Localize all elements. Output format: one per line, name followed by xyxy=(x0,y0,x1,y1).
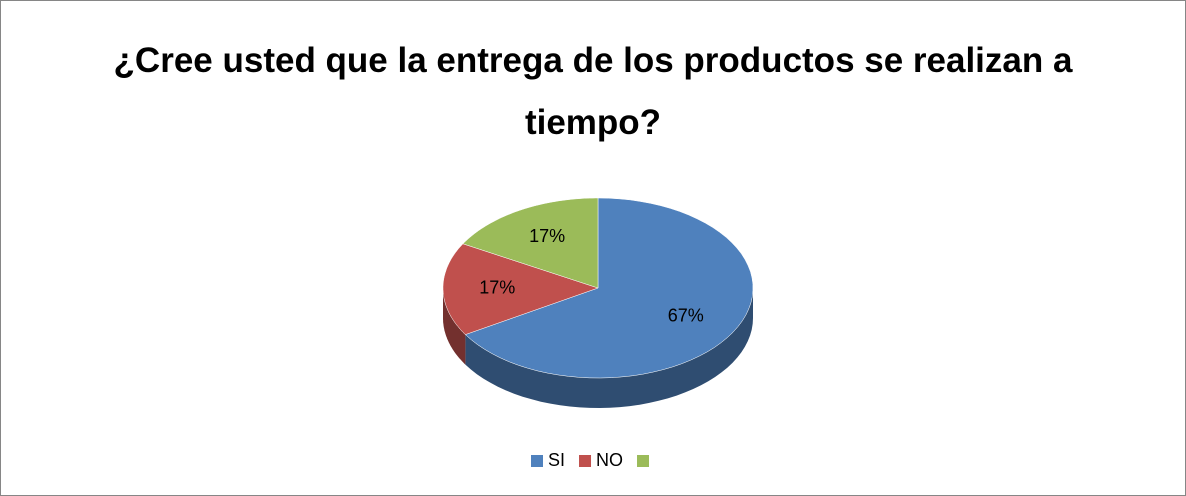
legend-swatch xyxy=(531,455,543,467)
legend-swatch xyxy=(579,455,592,467)
slice-side xyxy=(465,288,753,408)
data-label: 17% xyxy=(479,278,515,298)
data-label: 67% xyxy=(668,305,704,325)
legend-label: NO xyxy=(596,450,623,470)
legend-label: SI xyxy=(548,450,565,470)
legend-swatch xyxy=(637,455,650,467)
slice xyxy=(464,197,754,379)
slice-side xyxy=(443,288,466,365)
slice xyxy=(462,197,599,289)
data-label: 17% xyxy=(529,226,565,246)
chart-title: ¿Cree usted que la entrega de los produc… xyxy=(113,41,1073,142)
slice xyxy=(442,243,599,335)
